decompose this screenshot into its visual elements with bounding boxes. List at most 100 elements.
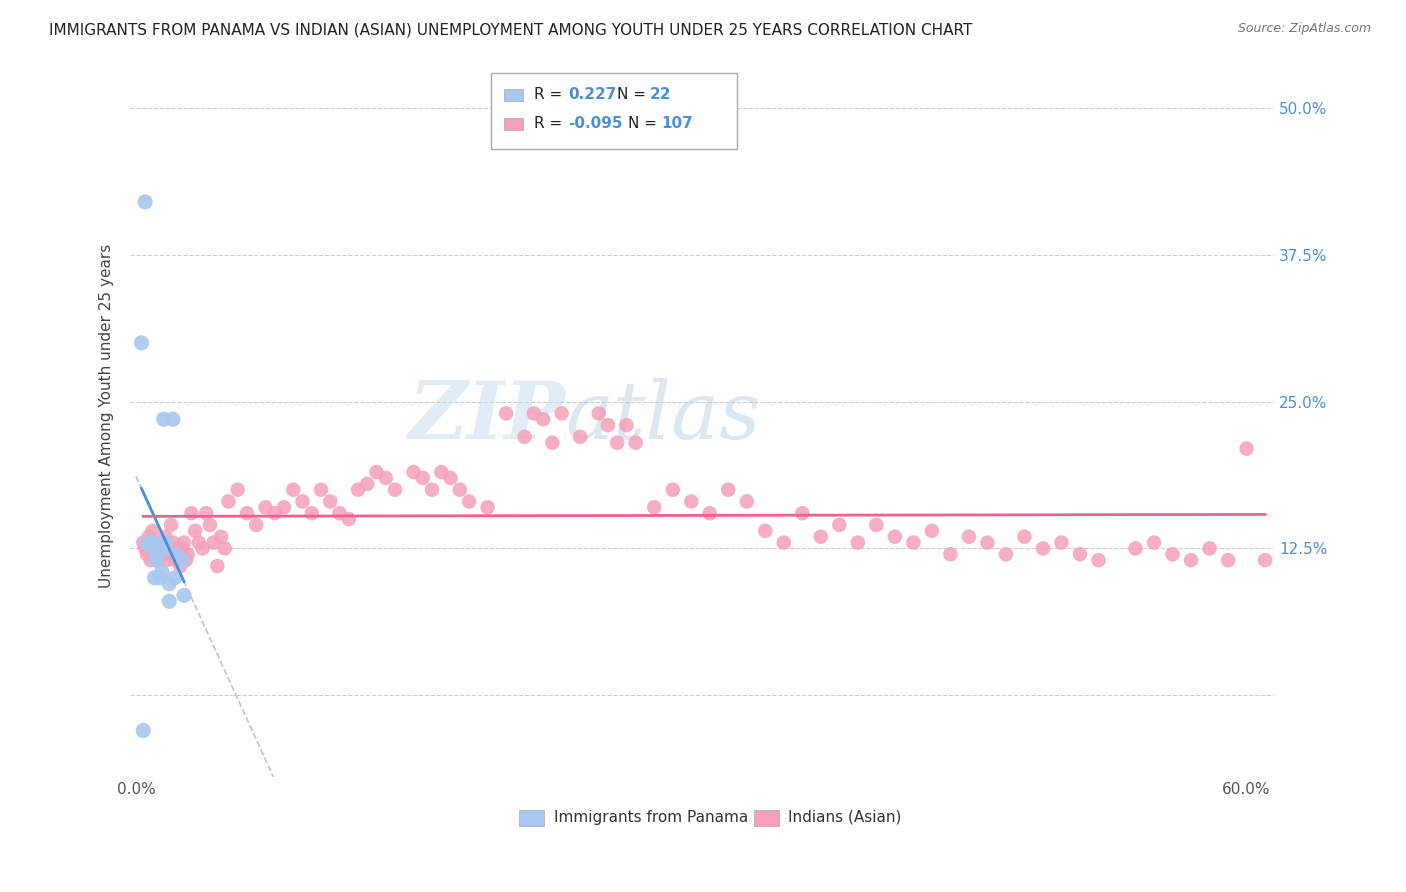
Point bbox=[138, 530, 160, 544]
Bar bbox=[505, 118, 523, 129]
Point bbox=[1143, 535, 1166, 549]
Point bbox=[273, 500, 295, 515]
Point bbox=[202, 535, 225, 549]
Point bbox=[1125, 541, 1147, 556]
Point bbox=[162, 535, 184, 549]
Point bbox=[883, 530, 905, 544]
Point bbox=[152, 541, 174, 556]
Point bbox=[994, 547, 1017, 561]
Point bbox=[420, 483, 443, 497]
Point bbox=[143, 535, 166, 549]
Point bbox=[1198, 541, 1220, 556]
Point bbox=[606, 435, 628, 450]
Point bbox=[139, 553, 162, 567]
Point bbox=[903, 535, 925, 549]
Point bbox=[172, 553, 194, 567]
Point bbox=[439, 471, 461, 485]
Point bbox=[160, 518, 183, 533]
Point bbox=[347, 483, 370, 497]
Point bbox=[792, 506, 814, 520]
Point bbox=[157, 594, 180, 608]
Point bbox=[132, 723, 155, 738]
Point bbox=[976, 535, 998, 549]
Point bbox=[157, 576, 180, 591]
Bar bbox=[519, 810, 544, 826]
Point bbox=[661, 483, 683, 497]
Y-axis label: Unemployment Among Youth under 25 years: Unemployment Among Youth under 25 years bbox=[100, 244, 114, 589]
Point bbox=[624, 435, 647, 450]
Text: Indians (Asian): Indians (Asian) bbox=[789, 810, 901, 825]
Point bbox=[1161, 547, 1184, 561]
Text: IMMIGRANTS FROM PANAMA VS INDIAN (ASIAN) UNEMPLOYMENT AMONG YOUTH UNDER 25 YEARS: IMMIGRANTS FROM PANAMA VS INDIAN (ASIAN)… bbox=[49, 22, 973, 37]
Point bbox=[155, 530, 177, 544]
Point bbox=[1032, 541, 1054, 556]
Point bbox=[167, 547, 190, 561]
Point bbox=[152, 412, 174, 426]
Point bbox=[134, 194, 156, 209]
Point bbox=[217, 494, 239, 508]
Point bbox=[1069, 547, 1091, 561]
Point bbox=[198, 518, 221, 533]
Point bbox=[550, 406, 572, 420]
Point bbox=[1254, 553, 1277, 567]
Point bbox=[699, 506, 721, 520]
Point bbox=[236, 506, 259, 520]
Point bbox=[449, 483, 471, 497]
Point bbox=[143, 571, 166, 585]
Point bbox=[146, 547, 169, 561]
Point bbox=[865, 518, 887, 533]
Text: atlas: atlas bbox=[565, 377, 761, 455]
Point bbox=[207, 559, 229, 574]
Point bbox=[588, 406, 610, 420]
Point bbox=[921, 524, 943, 538]
Point bbox=[828, 518, 851, 533]
Point bbox=[596, 418, 619, 433]
Point bbox=[263, 506, 285, 520]
Text: Immigrants from Panama: Immigrants from Panama bbox=[554, 810, 748, 825]
Text: R =: R = bbox=[534, 87, 567, 103]
Point bbox=[131, 335, 153, 350]
Point bbox=[1050, 535, 1073, 549]
Point bbox=[1014, 530, 1036, 544]
Point bbox=[681, 494, 703, 508]
Point bbox=[187, 535, 209, 549]
Point bbox=[309, 483, 332, 497]
Point bbox=[616, 418, 638, 433]
Point bbox=[139, 535, 162, 549]
Text: -0.095: -0.095 bbox=[568, 116, 623, 131]
Point bbox=[1236, 442, 1258, 456]
Point bbox=[155, 535, 177, 549]
Point bbox=[184, 524, 207, 538]
Point bbox=[152, 535, 174, 549]
Text: R =: R = bbox=[534, 116, 567, 131]
Point bbox=[132, 535, 155, 549]
Point bbox=[495, 406, 517, 420]
Point bbox=[157, 547, 180, 561]
Point bbox=[523, 406, 546, 420]
Point bbox=[150, 565, 173, 579]
Point bbox=[162, 412, 184, 426]
Point bbox=[513, 430, 536, 444]
Point bbox=[717, 483, 740, 497]
Point bbox=[374, 471, 396, 485]
Point bbox=[1087, 553, 1109, 567]
Point bbox=[163, 571, 186, 585]
Point bbox=[172, 541, 194, 556]
Point bbox=[156, 553, 179, 567]
Point bbox=[145, 553, 167, 567]
Text: ZIP: ZIP bbox=[408, 377, 565, 455]
Point bbox=[366, 465, 388, 479]
Point bbox=[384, 483, 406, 497]
Point bbox=[254, 500, 277, 515]
Point bbox=[356, 476, 378, 491]
Point bbox=[150, 541, 173, 556]
Point bbox=[146, 553, 169, 567]
Point bbox=[643, 500, 665, 515]
Point bbox=[957, 530, 980, 544]
Text: 107: 107 bbox=[661, 116, 693, 131]
Point bbox=[169, 559, 191, 574]
Point bbox=[149, 547, 172, 561]
Point bbox=[145, 541, 167, 556]
Point bbox=[531, 412, 554, 426]
Point bbox=[1180, 553, 1202, 567]
